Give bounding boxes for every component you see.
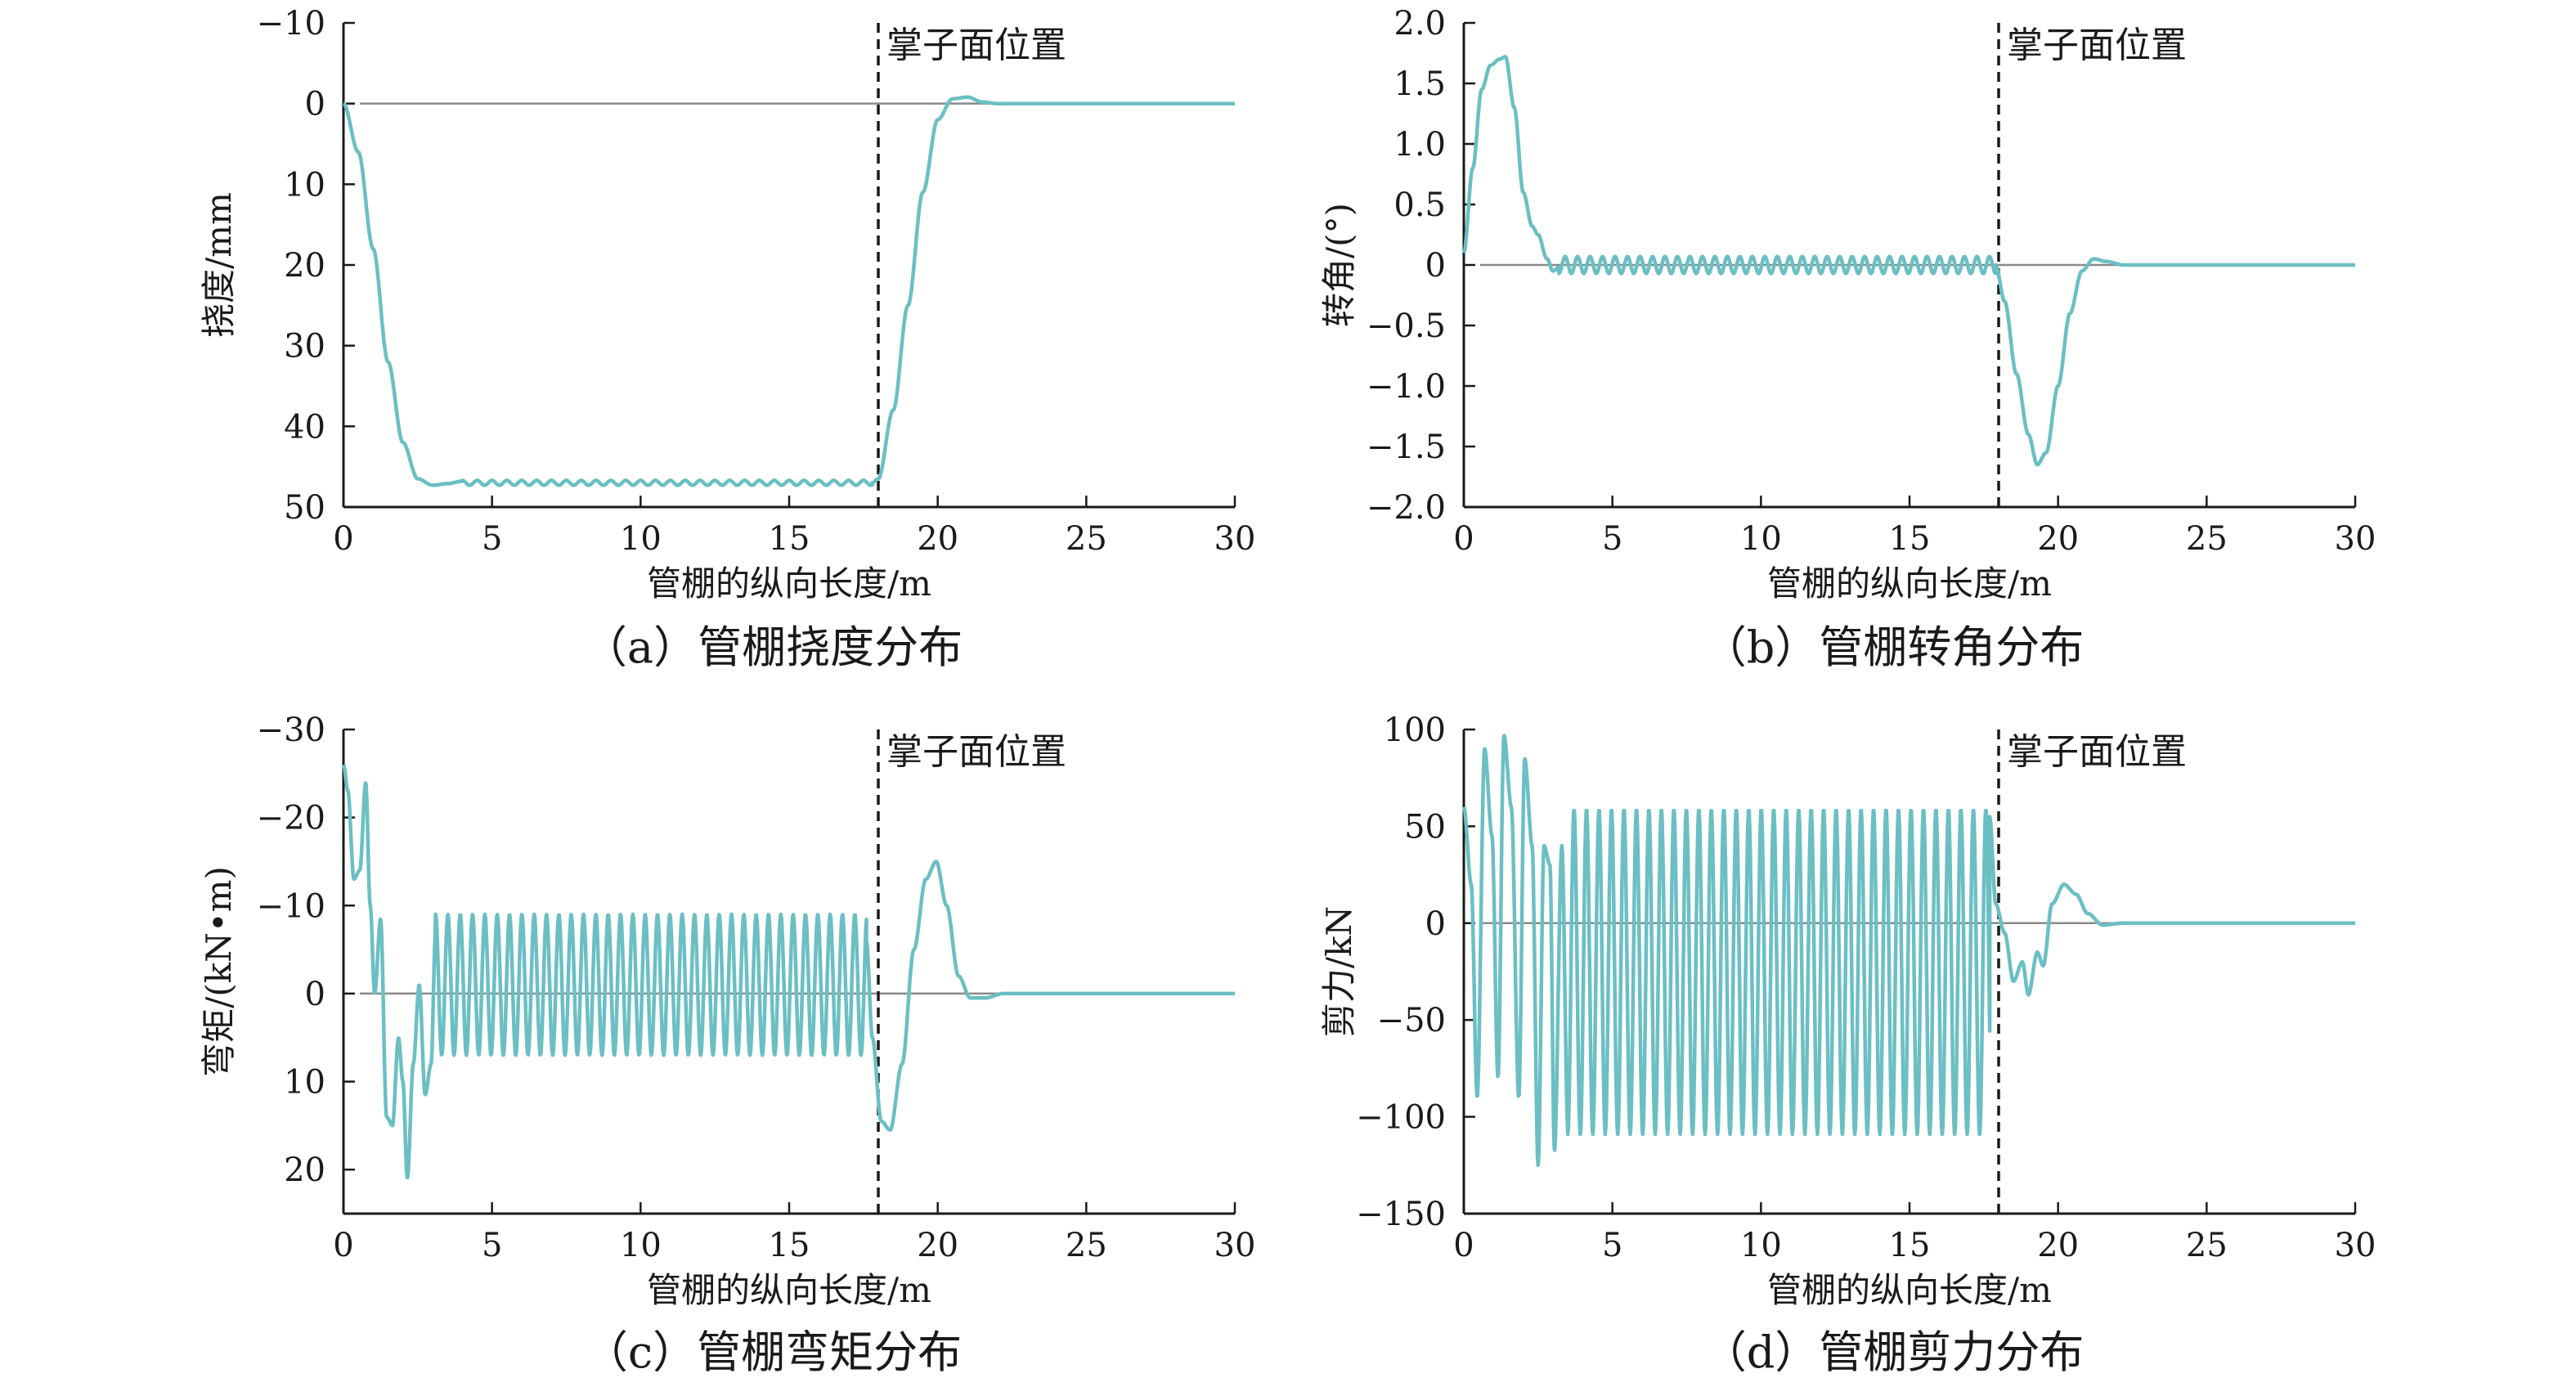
x-tick-label: 25 [2186,520,2228,558]
x-tick-label: 30 [1214,520,1256,558]
y-tick-label: −1.5 [1367,429,1446,466]
y-tick-label: 0 [1425,247,1446,285]
y-axis-title: 剪力/kN [1319,906,1359,1037]
x-tick-label: 30 [2335,520,2376,558]
x-tick-label: 30 [2335,1227,2376,1264]
y-tick-label: −10 [257,5,325,43]
y-tick-label: −10 [257,887,325,925]
x-tick-label: 20 [917,1227,958,1264]
x-tick-label: 0 [1453,1227,1474,1264]
x-tick-label: 20 [2037,1227,2079,1264]
x-tick-label: 5 [1602,1227,1622,1264]
x-axis-title: 管棚的纵向长度/m [1767,563,2052,604]
tunnel-face-label: 掌子面位置 [2007,25,2187,66]
y-tick-label: 20 [284,1151,325,1189]
data-series-line [341,764,1236,1180]
x-axis-title: 管棚的纵向长度/m [647,1270,931,1310]
data-series-line [1461,734,2357,1168]
data-series-line [342,95,1236,487]
y-tick-label: 0.5 [1393,186,1446,224]
x-axis-title: 管棚的纵向长度/m [647,563,931,604]
tunnel-face-label: 掌子面位置 [2007,731,2187,773]
y-tick-label: −50 [1377,1002,1446,1039]
panel-caption: （a）管棚挠度分布 [583,622,963,673]
x-tick-label: 5 [482,1227,502,1264]
y-tick-label: 0 [305,86,325,123]
y-tick-label: 2.0 [1393,5,1446,43]
x-tick-label: 30 [1214,1227,1256,1264]
y-tick-label: −1.0 [1367,368,1446,406]
panel-c-bending-moment: 0 5 10 15 20 25 30 −30 −20 −10 0 10 20 掌子面位置管棚的纵向长度/m… [199,711,1255,1378]
data-series-line [1462,55,2357,467]
panel-caption: （b）管棚转角分布 [1703,622,2085,673]
panel-a-deflection: 0 5 10 15 20 25 30 −10 0 10 20 30 40 50 掌子面位置管棚的纵向长度/m… [199,5,1255,673]
panel-caption: （d）管棚剪力分布 [1703,1326,2085,1378]
x-tick-label: 10 [1740,520,1782,558]
x-tick-label: 15 [769,520,810,558]
panel-b-rotation: 0 5 10 15 20 25 30 2.0 1.5 1.0 0.5 0 −0.5 −1.0 −1.5 −2.… [1319,5,2376,673]
x-tick-label: 25 [1066,1227,1107,1264]
x-tick-label: 15 [1889,1227,1931,1264]
y-tick-label: 20 [284,247,325,285]
y-tick-label: 30 [284,328,325,366]
y-tick-label: 0 [305,976,325,1013]
x-tick-label: 5 [482,520,502,558]
y-tick-label: 10 [284,166,325,204]
panel-d-shear-force: 0 5 10 15 20 25 30 100 50 0 −50 −100 −150 掌子面位置管棚的纵向长… [1319,711,2376,1378]
x-tick-label: 20 [2037,520,2079,558]
y-tick-label: 1.0 [1393,126,1446,164]
x-tick-label: 10 [620,520,662,558]
y-tick-label: 1.5 [1393,65,1446,103]
x-tick-label: 20 [917,520,958,558]
x-tick-label: 25 [2186,1227,2228,1264]
x-tick-label: 10 [1740,1227,1782,1264]
y-tick-label: 0 [1425,905,1446,943]
y-tick-label: −150 [1356,1196,1446,1233]
x-tick-label: 10 [620,1227,662,1264]
x-tick-label: 0 [1453,520,1474,558]
x-tick-label: 0 [333,1227,353,1264]
panel-caption: （c）管棚弯矩分布 [584,1326,962,1378]
y-axis-title: 转角/(°) [1319,203,1359,327]
x-tick-label: 15 [1889,520,1931,558]
y-axis-title: 挠度/mm [199,192,239,338]
y-tick-label: 50 [284,489,325,527]
y-tick-label: 40 [284,408,325,446]
y-tick-label: 100 [1384,711,1446,749]
x-tick-label: 0 [333,520,353,558]
x-tick-label: 5 [1602,520,1622,558]
y-tick-label: −0.5 [1367,307,1446,345]
x-tick-label: 15 [769,1227,810,1264]
y-tick-label: −100 [1356,1099,1446,1137]
y-tick-label: −20 [257,800,325,837]
y-tick-label: −2.0 [1367,489,1446,527]
x-tick-label: 25 [1066,520,1107,558]
y-axis-title: 弯矩/(kN•m) [199,866,239,1077]
y-tick-label: 10 [284,1064,325,1102]
y-tick-label: 50 [1404,808,1446,846]
y-tick-label: −30 [257,711,325,749]
tunnel-face-label: 掌子面位置 [886,25,1066,66]
x-axis-title: 管棚的纵向长度/m [1767,1270,2052,1310]
tunnel-face-label: 掌子面位置 [886,731,1066,773]
